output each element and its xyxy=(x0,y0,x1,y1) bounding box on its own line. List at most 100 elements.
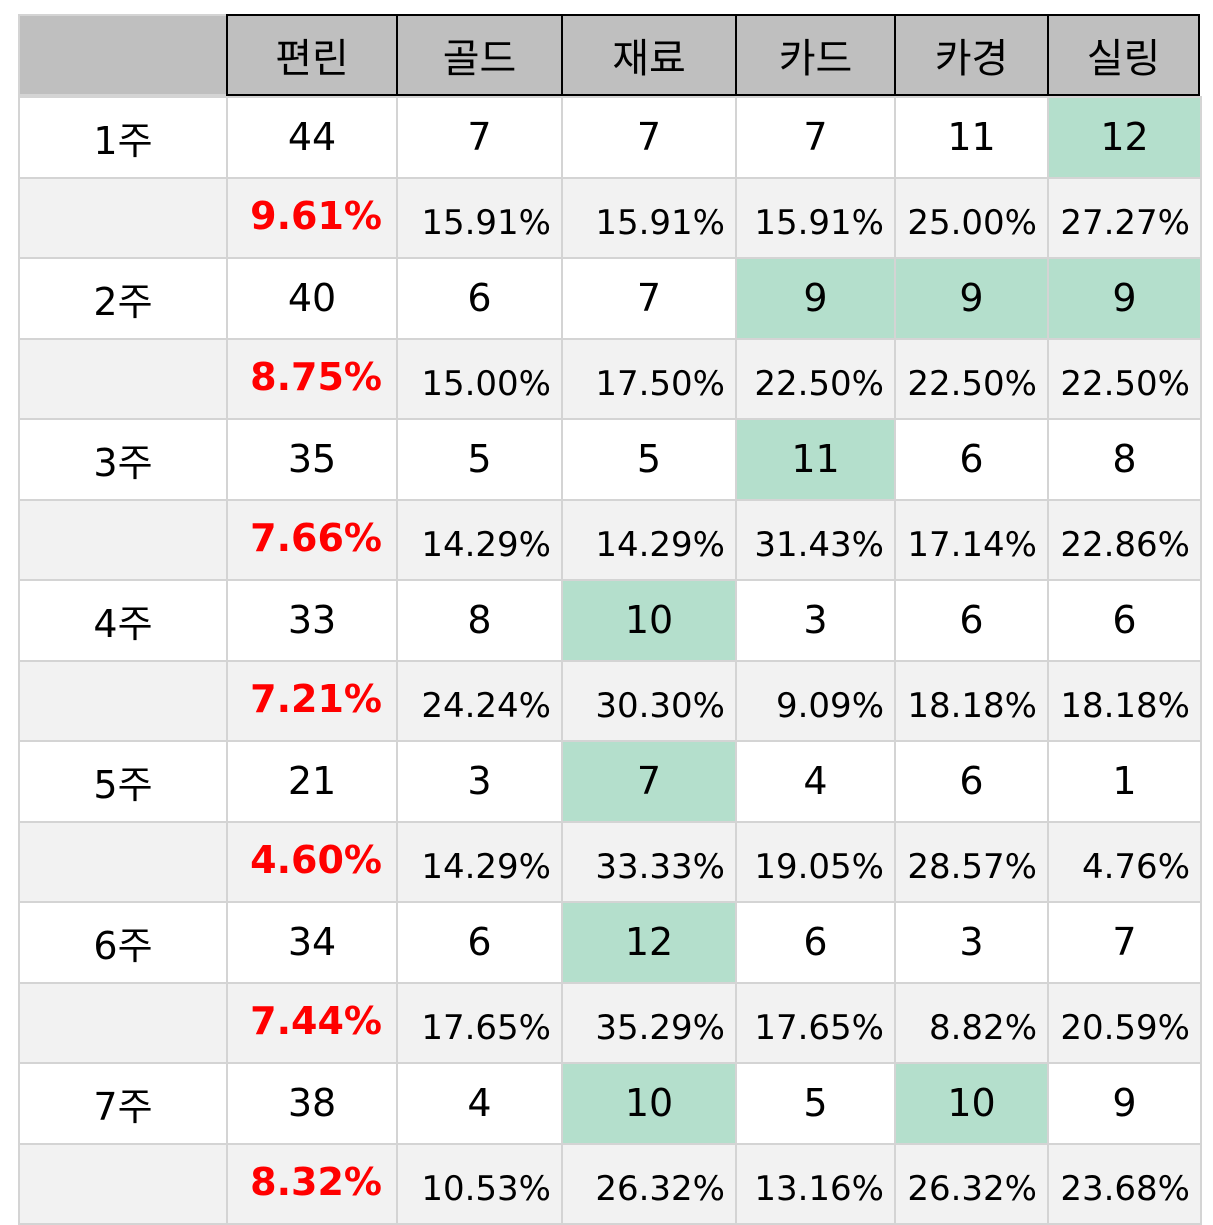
percent-row-label-empty xyxy=(18,338,228,421)
count-cell: 3 xyxy=(396,740,563,823)
percent-cell: 19.05% xyxy=(735,821,896,904)
count-cell: 38 xyxy=(226,1062,398,1145)
count-cell: 5 xyxy=(735,1062,896,1145)
count-cell: 7 xyxy=(396,96,563,179)
count-cell: 4 xyxy=(735,740,896,823)
count-cell: 7 xyxy=(735,96,896,179)
percent-cell: 13.16% xyxy=(735,1143,896,1225)
count-cell: 8 xyxy=(1047,418,1202,501)
count-cell: 35 xyxy=(226,418,398,501)
percent-cell: 18.18% xyxy=(894,660,1049,743)
column-header: 골드 xyxy=(396,14,563,96)
percent-cell: 4.76% xyxy=(1047,821,1202,904)
count-cell: 34 xyxy=(226,901,398,984)
percent-cell: 23.68% xyxy=(1047,1143,1202,1225)
percent-row-label-empty xyxy=(18,821,228,904)
percent-total-cell: 7.66% xyxy=(226,499,398,582)
percent-total-cell: 4.60% xyxy=(226,821,398,904)
count-cell: 6 xyxy=(894,740,1049,823)
percent-row-label-empty xyxy=(18,660,228,743)
count-cell-highlighted: 12 xyxy=(1047,96,1202,179)
count-cell: 44 xyxy=(226,96,398,179)
count-cell-highlighted: 11 xyxy=(735,418,896,501)
count-cell-highlighted: 7 xyxy=(561,740,737,823)
percent-row-label-empty xyxy=(18,177,228,260)
week-label: 1주 xyxy=(18,96,228,179)
percent-row-label-empty xyxy=(18,499,228,582)
percent-cell: 14.29% xyxy=(561,499,737,582)
count-cell: 7 xyxy=(561,257,737,340)
count-cell-highlighted: 10 xyxy=(561,1062,737,1145)
count-cell: 6 xyxy=(396,901,563,984)
percent-cell: 22.50% xyxy=(1047,338,1202,421)
percent-total-cell: 7.44% xyxy=(226,982,398,1065)
percent-cell: 17.65% xyxy=(396,982,563,1065)
count-cell: 3 xyxy=(735,579,896,662)
count-cell: 40 xyxy=(226,257,398,340)
count-cell: 33 xyxy=(226,579,398,662)
count-cell: 6 xyxy=(1047,579,1202,662)
count-cell: 5 xyxy=(396,418,563,501)
percent-row-label-empty xyxy=(18,1143,228,1225)
count-cell-highlighted: 12 xyxy=(561,901,737,984)
week-label: 5주 xyxy=(18,740,228,823)
percent-cell: 17.50% xyxy=(561,338,737,421)
percent-cell: 33.33% xyxy=(561,821,737,904)
count-cell: 6 xyxy=(894,579,1049,662)
count-cell: 9 xyxy=(1047,1062,1202,1145)
week-label: 2주 xyxy=(18,257,228,340)
week-label: 6주 xyxy=(18,901,228,984)
percent-cell: 17.14% xyxy=(894,499,1049,582)
percent-cell: 15.91% xyxy=(396,177,563,260)
week-label: 7주 xyxy=(18,1062,228,1145)
count-cell-highlighted: 10 xyxy=(894,1062,1049,1145)
percent-cell: 9.09% xyxy=(735,660,896,743)
count-cell: 3 xyxy=(894,901,1049,984)
percent-cell: 18.18% xyxy=(1047,660,1202,743)
percent-cell: 14.29% xyxy=(396,499,563,582)
percent-cell: 26.32% xyxy=(894,1143,1049,1225)
count-cell-highlighted: 9 xyxy=(894,257,1049,340)
percent-cell: 26.32% xyxy=(561,1143,737,1225)
column-header: 편린 xyxy=(226,14,398,96)
percent-total-cell: 8.32% xyxy=(226,1143,398,1225)
count-cell: 6 xyxy=(735,901,896,984)
week-label: 3주 xyxy=(18,418,228,501)
count-cell: 4 xyxy=(396,1062,563,1145)
percent-row-label-empty xyxy=(18,982,228,1065)
header-corner-cell xyxy=(18,14,228,96)
percent-cell: 15.91% xyxy=(561,177,737,260)
percent-total-cell: 9.61% xyxy=(226,177,398,260)
column-header: 실링 xyxy=(1047,14,1200,96)
percent-cell: 10.53% xyxy=(396,1143,563,1225)
count-cell: 6 xyxy=(396,257,563,340)
percent-cell: 30.30% xyxy=(561,660,737,743)
count-cell: 21 xyxy=(226,740,398,823)
percent-cell: 28.57% xyxy=(894,821,1049,904)
percent-cell: 14.29% xyxy=(396,821,563,904)
count-cell-highlighted: 9 xyxy=(735,257,896,340)
percent-cell: 22.50% xyxy=(894,338,1049,421)
percent-total-cell: 8.75% xyxy=(226,338,398,421)
count-cell: 11 xyxy=(894,96,1049,179)
count-cell: 6 xyxy=(894,418,1049,501)
percent-cell: 25.00% xyxy=(894,177,1049,260)
column-header: 카경 xyxy=(894,14,1049,96)
week-label: 4주 xyxy=(18,579,228,662)
percent-cell: 15.91% xyxy=(735,177,896,260)
percent-cell: 22.86% xyxy=(1047,499,1202,582)
percent-cell: 15.00% xyxy=(396,338,563,421)
percent-cell: 35.29% xyxy=(561,982,737,1065)
percent-total-cell: 7.21% xyxy=(226,660,398,743)
count-cell: 7 xyxy=(1047,901,1202,984)
column-header: 카드 xyxy=(735,14,896,96)
count-cell: 7 xyxy=(561,96,737,179)
percent-cell: 24.24% xyxy=(396,660,563,743)
percent-cell: 22.50% xyxy=(735,338,896,421)
percent-cell: 17.65% xyxy=(735,982,896,1065)
column-header: 재료 xyxy=(561,14,737,96)
percent-cell: 20.59% xyxy=(1047,982,1202,1065)
count-cell-highlighted: 9 xyxy=(1047,257,1202,340)
percent-cell: 8.82% xyxy=(894,982,1049,1065)
count-cell: 5 xyxy=(561,418,737,501)
